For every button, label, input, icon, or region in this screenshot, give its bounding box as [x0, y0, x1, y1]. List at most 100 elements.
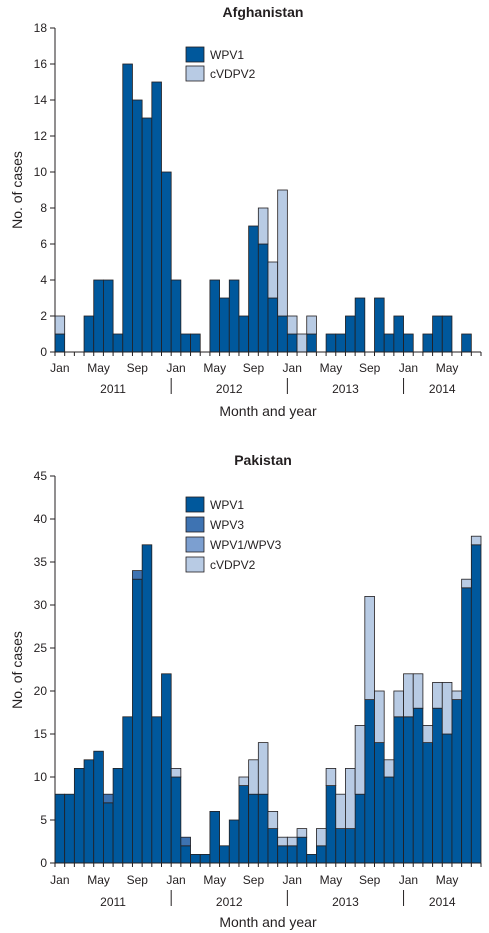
- legend-swatch-wpv1: [185, 496, 205, 513]
- bar-segment: [54, 793, 66, 864]
- bar-segment: [209, 279, 220, 353]
- bar-segment: [132, 570, 143, 580]
- bar-segment: [238, 776, 250, 787]
- x-axis-label: Month and year: [219, 403, 317, 419]
- legend-label-cvdpv2: cVDPV2: [210, 67, 256, 81]
- chart-afghanistan: Afghanistan No. of cases Month and year …: [9, 4, 482, 419]
- bar-segment: [257, 243, 269, 353]
- x-tick-label: Sep: [127, 361, 149, 375]
- y-tick-label: 25: [34, 641, 48, 655]
- y-tick-label: 8: [40, 201, 47, 215]
- bar-segment: [461, 333, 472, 353]
- year-label: 2011: [100, 895, 126, 909]
- y-tick-label: 10: [34, 165, 48, 179]
- bar-segment: [432, 682, 443, 709]
- x-tick-label: May: [87, 361, 110, 375]
- bar-segment: [103, 279, 114, 353]
- bar-segment: [93, 750, 104, 864]
- x-axis-label: Month and year: [219, 914, 317, 930]
- x-tick-label: Sep: [359, 873, 381, 887]
- y-tick-label: 0: [40, 856, 47, 870]
- bar-segment: [103, 802, 114, 864]
- y-tick-label: 10: [34, 770, 48, 784]
- y-tick-label: 0: [40, 345, 47, 359]
- bar-segment: [432, 315, 443, 353]
- x-tick-label: Jan: [166, 361, 185, 375]
- legend-label-wpv1: WPV1: [210, 48, 244, 62]
- x-tick-label: May: [320, 873, 343, 887]
- bar-segment: [161, 673, 172, 864]
- bar-segment: [132, 99, 143, 353]
- x-tick-label: Jan: [399, 361, 418, 375]
- x-tick-label: Jan: [283, 873, 302, 887]
- legend: WPV1 WPV3 WPV1/WPV3 cVDPV2: [185, 496, 282, 573]
- bar-segment: [267, 261, 279, 299]
- bar-segment: [461, 587, 472, 864]
- year-label: 2013: [332, 895, 359, 909]
- bar-segment: [248, 793, 259, 864]
- legend-label-wpv3: WPV3: [210, 518, 244, 532]
- bar-segment: [122, 716, 133, 864]
- bar-segment: [286, 836, 298, 847]
- x-tick-label: May: [87, 873, 110, 887]
- bar-segment: [219, 297, 230, 353]
- y-tick-label: 20: [34, 684, 48, 698]
- bar-segment: [112, 768, 124, 864]
- bar-segment: [354, 725, 366, 795]
- bar-segment: [354, 297, 366, 353]
- bar-segment: [393, 315, 404, 353]
- bar-segment: [470, 535, 482, 546]
- bar-segment: [325, 768, 337, 787]
- bar-segment: [335, 793, 346, 830]
- bar-segment: [199, 854, 211, 864]
- bar-segment: [345, 828, 356, 864]
- bar-segment: [383, 776, 395, 864]
- bar-segment: [277, 845, 288, 864]
- bar-segment: [180, 333, 191, 353]
- bar-segment: [441, 733, 453, 864]
- bar-segment: [190, 333, 201, 353]
- legend-swatch-wpv3: [185, 516, 205, 533]
- x-tick-label: Jan: [50, 361, 69, 375]
- y-tick-label: 12: [34, 129, 48, 143]
- chart-title: Pakistan: [234, 452, 292, 468]
- bar-segment: [180, 845, 191, 864]
- bar-segment: [441, 315, 453, 353]
- bar-segment: [345, 315, 356, 353]
- legend-swatch-wpv1: [185, 46, 205, 63]
- bar-segment: [296, 836, 308, 864]
- bar-segment: [93, 279, 104, 353]
- bar-segment: [393, 716, 404, 864]
- bar-segment: [170, 768, 182, 778]
- bar-segment: [257, 793, 269, 864]
- bar-segment: [132, 578, 143, 864]
- bar-segment: [228, 279, 240, 353]
- bar-segment: [422, 742, 433, 864]
- y-tick-label: 40: [34, 512, 48, 526]
- bar-segment: [209, 811, 220, 864]
- y-tick-label: 45: [34, 469, 48, 483]
- x-tick-label: May: [320, 361, 343, 375]
- bar-segment: [316, 828, 327, 847]
- bar-segment: [219, 845, 230, 864]
- legend-label-wpv1: WPV1: [210, 498, 244, 512]
- bar-segment: [354, 793, 366, 864]
- x-tick-label: Jan: [50, 873, 69, 887]
- bar-segment: [422, 725, 433, 744]
- year-label: 2012: [216, 895, 243, 909]
- bar-segment: [393, 690, 404, 718]
- bar-segment: [141, 117, 153, 353]
- bar-segment: [403, 673, 414, 718]
- bar-segment: [432, 707, 443, 864]
- bar-segment: [306, 315, 317, 335]
- bar-segment: [151, 716, 162, 864]
- bar-segment: [151, 81, 162, 353]
- y-tick-label: 18: [34, 21, 48, 35]
- legend-label-wpv1-wpv3: WPV1/WPV3: [210, 538, 282, 552]
- year-label: 2014: [429, 895, 456, 909]
- bar-segment: [374, 742, 385, 864]
- bar-segment: [248, 225, 259, 353]
- bar-segment: [122, 63, 133, 353]
- y-tick-label: 6: [40, 237, 47, 251]
